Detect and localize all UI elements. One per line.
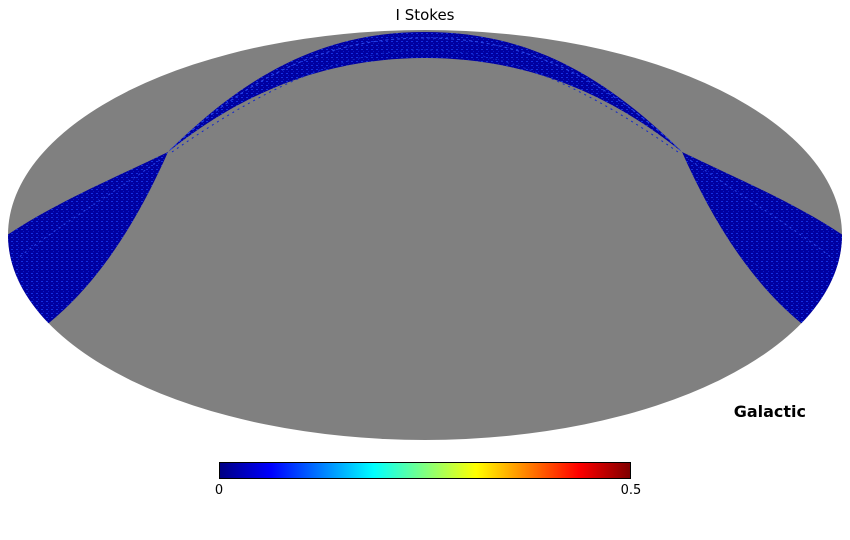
sky-ellipse bbox=[8, 30, 842, 440]
map-title: I Stokes bbox=[395, 6, 455, 24]
colorbar-min-tick: 0 bbox=[214, 483, 224, 498]
scan-band-right-fan bbox=[682, 152, 842, 330]
scan-band-striation-2 bbox=[171, 49, 679, 153]
scan-band-left-fan bbox=[8, 152, 168, 330]
coordinate-label: Galactic bbox=[733, 402, 806, 421]
colorbar-max-tick: 0.5 bbox=[620, 483, 642, 498]
colorbar bbox=[219, 462, 631, 479]
scan-band-top bbox=[168, 32, 682, 152]
